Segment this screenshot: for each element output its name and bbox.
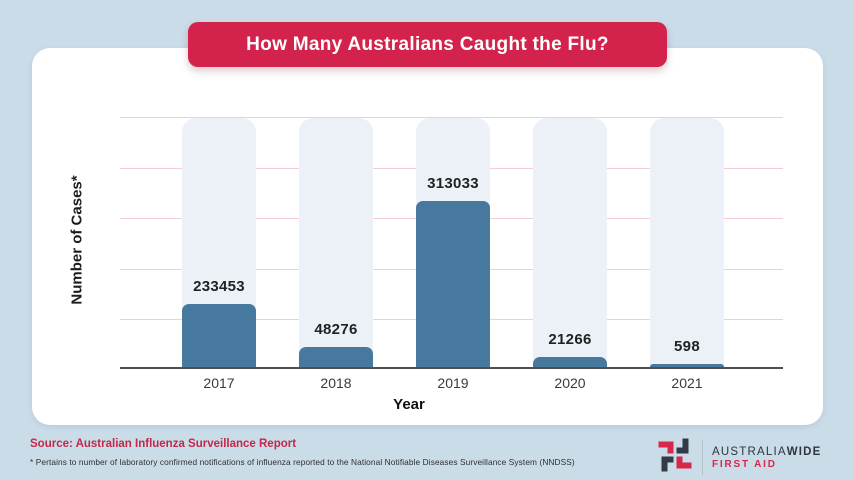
bar-value-label: 233453 [193,278,245,295]
x-tick-label: 2018 [320,375,352,391]
logo-line1: AUSTRALIAWIDE [712,445,822,458]
bar-value-label: 313033 [427,175,479,192]
footnote-text: * Pertains to number of laboratory confi… [30,457,575,467]
x-tick-label: 2021 [671,375,703,391]
x-tick-label: 2017 [203,375,235,391]
gridline [120,117,783,118]
bar-value-label: 598 [674,338,700,355]
bar-2020 [533,357,607,368]
pinwheel-cross-icon [657,436,693,479]
source-text: Source: Australian Influenza Surveillanc… [30,438,297,450]
logo-divider [702,440,703,475]
logo-wordmark: AUSTRALIAWIDE FIRST AID [712,446,822,470]
x-tick-label: 2020 [554,375,586,391]
bar-value-label: 48276 [314,321,358,338]
background-column [533,118,607,368]
title-banner: How Many Australians Caught the Flu? [188,22,667,67]
background-column [299,118,373,368]
logo-line2: FIRST AID [712,458,777,470]
bar-value-label: 21266 [548,331,592,348]
bar-2021 [650,364,724,368]
bar-2019 [416,201,490,368]
x-axis-title: Year [393,396,425,413]
x-axis-line [120,367,783,369]
page-title: How Many Australians Caught the Flu? [246,33,609,55]
brand-logo: AUSTRALIAWIDE FIRST AID [657,436,822,479]
y-axis-title: Number of Cases* [68,175,86,305]
bar-2017 [182,304,256,368]
x-tick-label: 2019 [437,375,469,391]
bar-2018 [299,347,373,368]
background-column [650,118,724,368]
